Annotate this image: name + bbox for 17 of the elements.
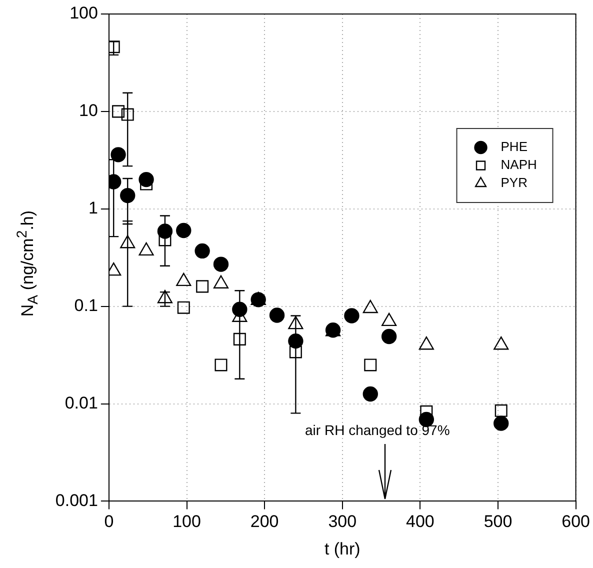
x-tick-label: 100: [172, 512, 201, 532]
legend-label: PYR: [500, 175, 528, 190]
x-axis-title: t (hr): [324, 539, 360, 558]
x-tick-label: 300: [328, 512, 357, 532]
x-tick-label: 400: [406, 512, 434, 532]
y-tick-label: 0.01: [64, 393, 98, 412]
y-tick-label: 0.001: [55, 490, 98, 510]
legend-label: PHE: [500, 139, 528, 154]
y-tick-label: 0.1: [74, 296, 98, 316]
x-tick-label: 500: [484, 512, 512, 532]
x-tick-label: 600: [562, 512, 590, 532]
x-tick-label: 0: [104, 512, 114, 532]
legend-label: NAPH: [500, 157, 537, 172]
x-tick-label: 200: [250, 512, 279, 532]
y-tick-label: 10: [79, 101, 98, 120]
y-tick-label: 100: [70, 4, 98, 23]
y-tick-label: 1: [88, 198, 98, 218]
